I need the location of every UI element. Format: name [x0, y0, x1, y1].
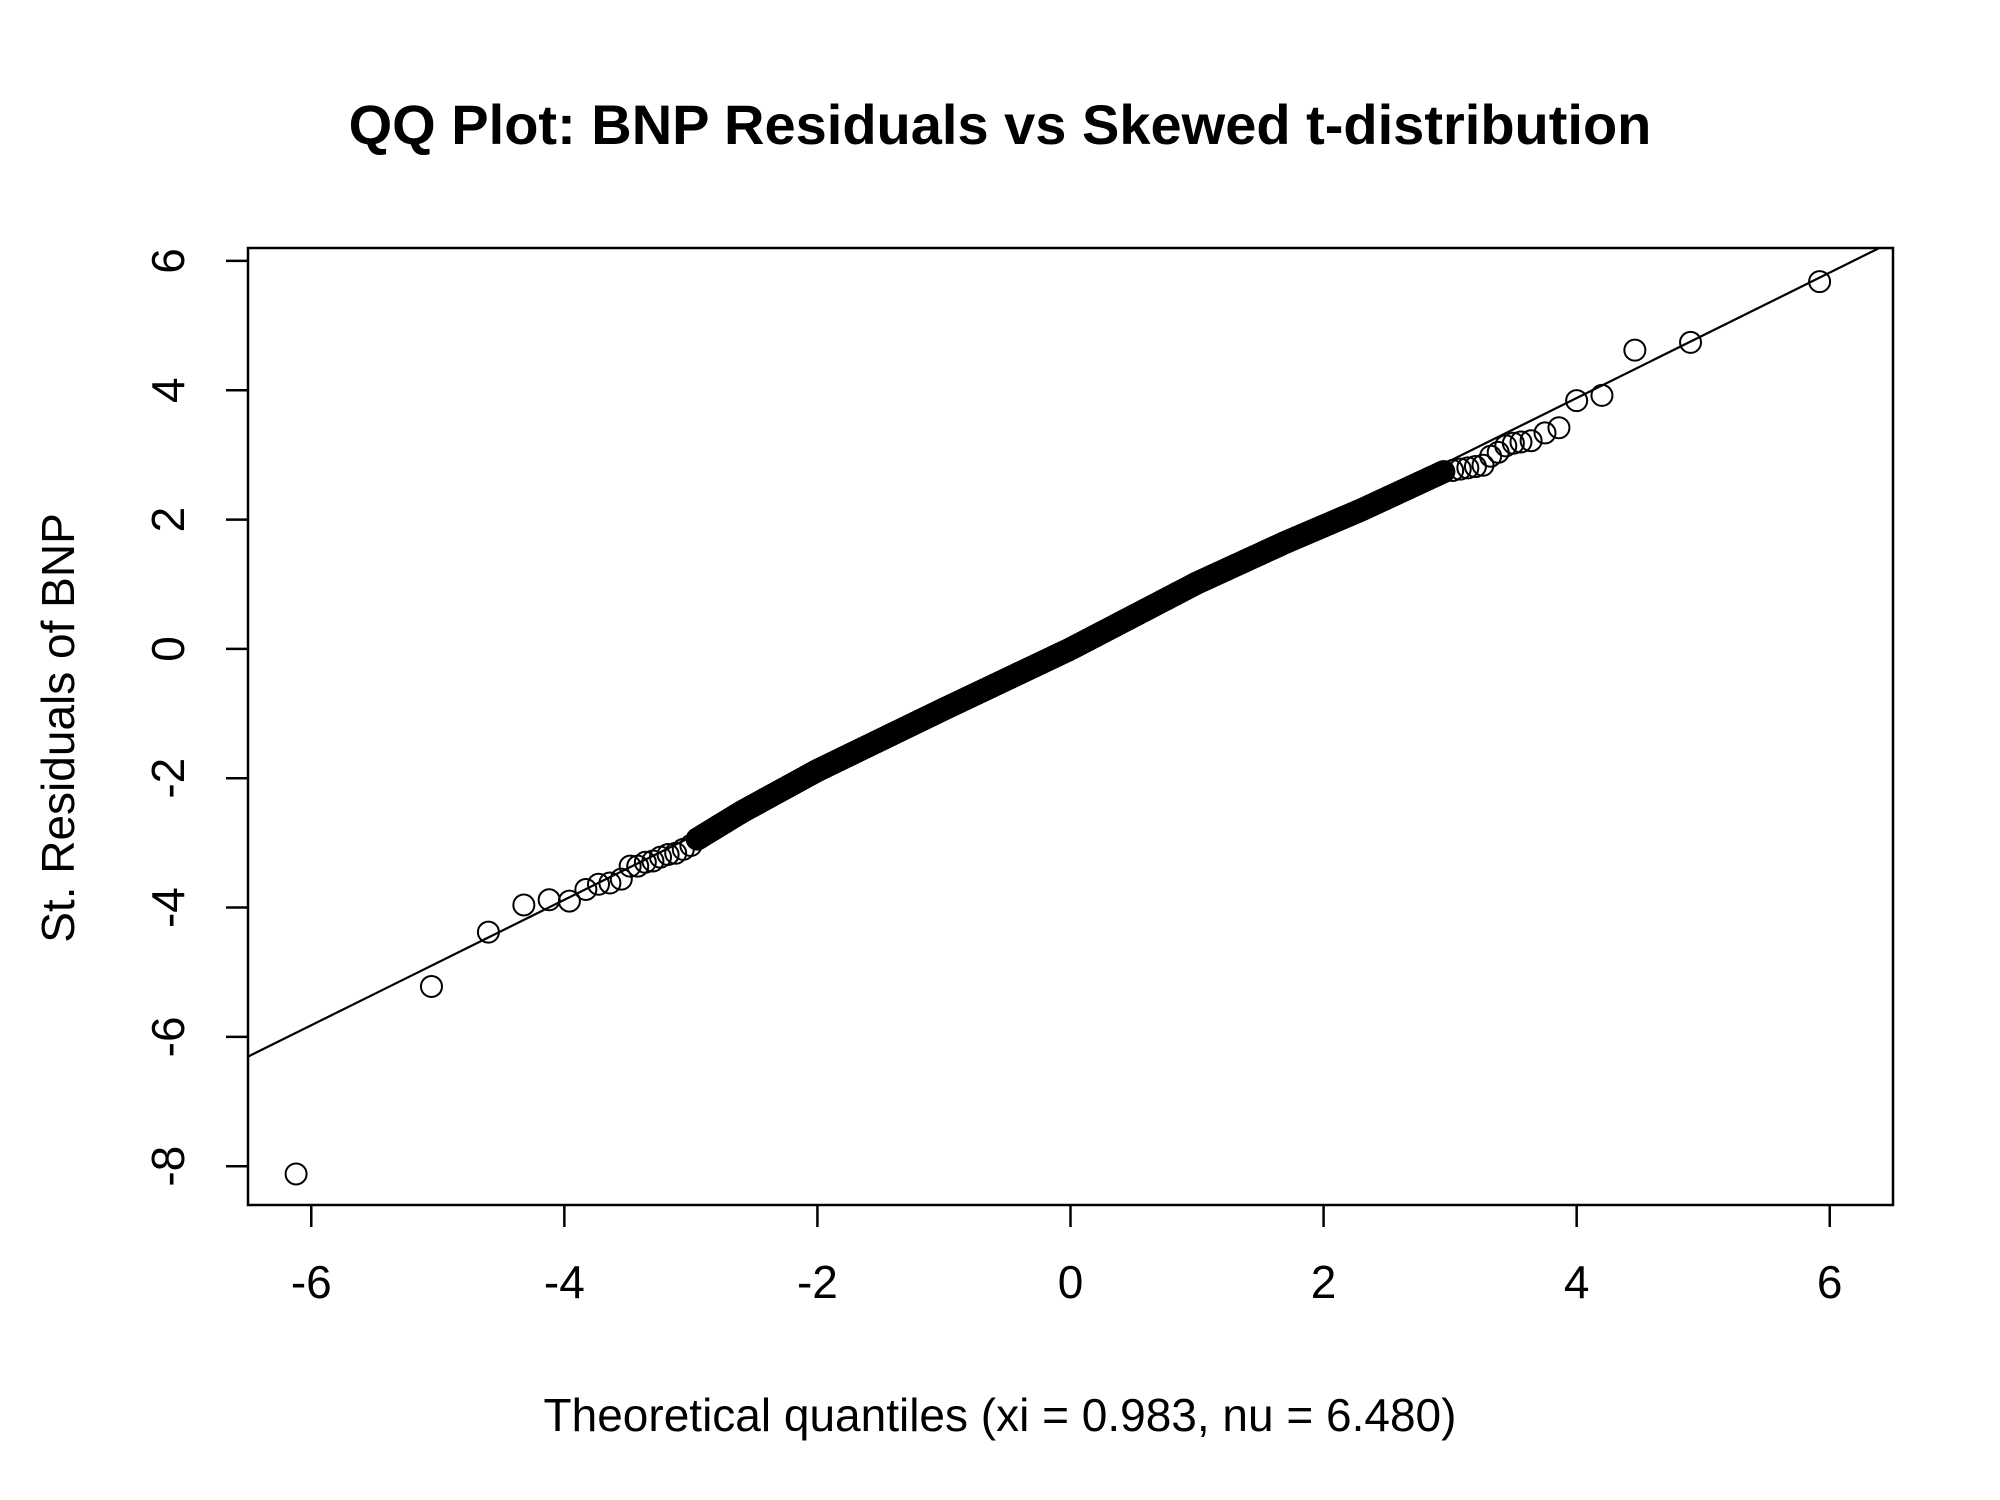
y-tick-label: -8: [142, 1146, 194, 1187]
data-point: [512, 893, 536, 917]
y-tick-label: 2: [142, 507, 194, 533]
y-tick-label: -6: [142, 1016, 194, 1057]
x-tick-label: -6: [291, 1256, 332, 1308]
chart-title: QQ Plot: BNP Residuals vs Skewed t-distr…: [348, 93, 1652, 156]
data-point: [633, 850, 657, 874]
x-tick-label: 0: [1058, 1256, 1084, 1308]
x-tick-label: 2: [1311, 1256, 1337, 1308]
x-axis-label: Theoretical quantiles (xi = 0.983, nu = …: [543, 1389, 1457, 1441]
reference-line-layer: [247, 247, 1880, 1058]
data-point: [1623, 338, 1647, 362]
data-point: [1533, 421, 1557, 445]
data-point: [1448, 457, 1472, 481]
plot-frame: [246, 246, 1895, 1207]
data-point: [1456, 456, 1480, 480]
data-point: [1519, 429, 1543, 453]
data-point: [1547, 416, 1571, 440]
data-point: [1471, 453, 1495, 477]
x-tick-label: 4: [1564, 1256, 1590, 1308]
y-tick-label: 6: [142, 248, 194, 274]
y-tick-label: -4: [142, 887, 194, 928]
data-point: [574, 877, 598, 901]
x-tick-label: 6: [1817, 1256, 1843, 1308]
reference-line: [247, 247, 1880, 1058]
data-point: [557, 889, 581, 913]
data-point: [1432, 460, 1456, 484]
data-point: [1501, 431, 1525, 455]
y-tick-label: -2: [142, 758, 194, 799]
data-point: [284, 1162, 308, 1186]
axes-layer: -6 -4 -2 0 2 4 6 -8 -6 -4 -2 0 2 4 6: [142, 246, 1895, 1308]
data-point: [679, 833, 703, 857]
x-tick-label: -4: [544, 1256, 585, 1308]
y-tick-label: 0: [142, 636, 194, 662]
data-point: [476, 920, 500, 944]
data-point: [419, 974, 443, 998]
points-layer: [284, 270, 1832, 1186]
data-point: [1509, 430, 1533, 454]
data-point: [1679, 330, 1703, 354]
data-point: [618, 854, 642, 878]
y-tick-label: 4: [142, 377, 194, 403]
x-tick-label: -2: [797, 1256, 838, 1308]
data-point: [609, 867, 633, 891]
data-point: [1565, 389, 1589, 413]
data-point: [587, 872, 611, 896]
